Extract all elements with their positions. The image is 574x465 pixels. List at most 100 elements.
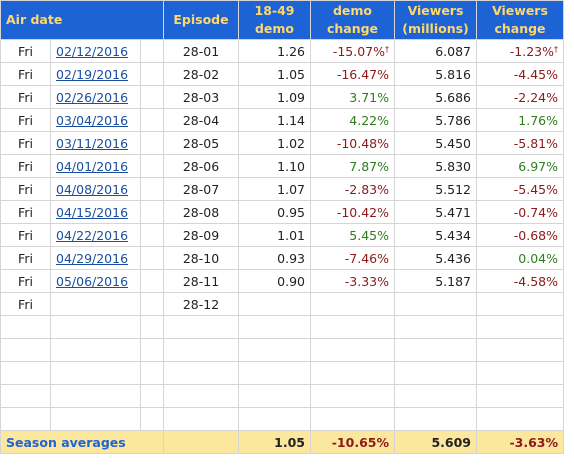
air-date-link[interactable]: 04/08/2016 <box>56 181 129 197</box>
air-date-cell <box>50 384 141 408</box>
table-row: Fri 05/06/2016 28-11 0.90 -3.33% 5.187 -4.58% <box>0 269 564 293</box>
table-row: Fri 03/11/2016 28-05 1.02 -10.48% 5.450 -5.81% <box>0 131 564 155</box>
air-date-link[interactable]: 04/01/2016 <box>56 158 129 174</box>
viewers-cell <box>394 361 477 385</box>
col-header-demo-change-line1: demo <box>332 3 373 18</box>
col-header-episode[interactable]: Episode <box>163 0 239 40</box>
demo-cell: 1.14 <box>238 108 311 132</box>
air-date-link[interactable]: 04/15/2016 <box>56 204 129 220</box>
demo-change-cell-value: -10.48% <box>336 135 389 151</box>
episode-cell: 28-11 <box>163 269 239 293</box>
air-day-cell: Fri <box>0 200 51 224</box>
episode-cell: 28-08 <box>163 200 239 224</box>
air-date-link[interactable]: 02/12/2016 <box>56 43 129 59</box>
demo-change-cell <box>310 315 395 339</box>
col-header-viewers-line2: (millions) <box>402 21 469 36</box>
demo-change-cell: 5.45% <box>310 223 395 247</box>
viewers-cell: 5.830 <box>394 154 477 178</box>
demo-change-cell: 7.87% <box>310 154 395 178</box>
spacer-cell <box>140 361 164 385</box>
viewers-change-cell: -1.23%† <box>476 39 564 63</box>
air-date-cell: 04/08/2016 <box>50 177 141 201</box>
air-date-link[interactable]: 02/26/2016 <box>56 89 129 105</box>
season-averages-label: Season averages <box>0 430 164 454</box>
viewers-change-cell-value: -2.24% <box>513 89 558 105</box>
air-date-cell <box>50 338 141 362</box>
demo-change-cell <box>310 407 395 431</box>
air-date-cell: 04/01/2016 <box>50 154 141 178</box>
episode-cell <box>163 384 239 408</box>
demo-cell: 1.05 <box>238 62 311 86</box>
table-row: Fri 04/01/2016 28-06 1.10 7.87% 5.830 6.97% <box>0 154 564 178</box>
demo-change-cell-value: -3.33% <box>344 273 389 289</box>
viewers-change-cell: -2.24% <box>476 85 564 109</box>
demo-cell <box>238 384 311 408</box>
season-averages-row: Season averages 1.05 -10.65% 5.609 -3.63… <box>0 430 564 454</box>
viewers-cell: 6.087 <box>394 39 477 63</box>
air-date-cell <box>50 292 141 316</box>
table-row: Fri 04/29/2016 28-10 0.93 -7.46% 5.436 0.04% <box>0 246 564 270</box>
air-date-cell: 03/04/2016 <box>50 108 141 132</box>
viewers-change-cell-value: -4.58% <box>513 273 558 289</box>
viewers-change-cell <box>476 407 564 431</box>
spacer-cell <box>140 407 164 431</box>
air-day-cell <box>0 315 51 339</box>
col-header-demo-change[interactable]: demo change <box>310 0 395 40</box>
col-header-demo-change-line2: change <box>326 21 379 36</box>
dagger-mark: † <box>385 44 389 54</box>
demo-change-cell-value: 5.45% <box>349 227 389 243</box>
air-date-link[interactable]: 04/29/2016 <box>56 250 129 266</box>
spacer-cell <box>140 154 164 178</box>
spacer-cell <box>140 108 164 132</box>
episode-cell: 28-12 <box>163 292 239 316</box>
air-date-cell: 04/29/2016 <box>50 246 141 270</box>
season-averages-viewers: 5.609 <box>394 430 477 454</box>
demo-change-cell-value: -10.42% <box>336 204 389 220</box>
viewers-change-cell <box>476 315 564 339</box>
demo-change-cell-value: -16.47% <box>336 66 389 82</box>
viewers-change-cell: -5.81% <box>476 131 564 155</box>
air-day-cell: Fri <box>0 177 51 201</box>
season-averages-demo: 1.05 <box>238 430 311 454</box>
demo-cell <box>238 315 311 339</box>
viewers-change-cell: -0.74% <box>476 200 564 224</box>
col-header-demo-line1: 18-49 <box>254 3 295 18</box>
demo-cell <box>238 407 311 431</box>
table-row: Fri 04/15/2016 28-08 0.95 -10.42% 5.471 -0.74% <box>0 200 564 224</box>
col-header-viewers-change[interactable]: Viewers change <box>476 0 564 40</box>
col-header-viewers[interactable]: Viewers (millions) <box>394 0 477 40</box>
demo-change-cell-value: -15.07% <box>332 43 385 59</box>
viewers-cell: 5.436 <box>394 246 477 270</box>
demo-change-cell: -3.33% <box>310 269 395 293</box>
spacer-cell <box>140 177 164 201</box>
demo-cell <box>238 338 311 362</box>
viewers-cell: 5.512 <box>394 177 477 201</box>
air-date-link[interactable]: 03/04/2016 <box>56 112 129 128</box>
col-header-demo[interactable]: 18-49 demo <box>238 0 311 40</box>
demo-change-cell-value: 4.22% <box>349 112 389 128</box>
col-header-viewers-change-line1: Viewers <box>492 3 548 18</box>
spacer-cell <box>140 62 164 86</box>
viewers-cell: 5.686 <box>394 85 477 109</box>
air-date-link[interactable]: 04/22/2016 <box>56 227 129 243</box>
col-header-viewers-change-line2: change <box>494 21 546 36</box>
col-header-air-date[interactable]: Air date <box>0 0 164 40</box>
table-row: Fri 02/26/2016 28-03 1.09 3.71% 5.686 -2.24% <box>0 85 564 109</box>
viewers-change-cell-value: -5.81% <box>513 135 558 151</box>
air-date-link[interactable]: 02/19/2016 <box>56 66 129 82</box>
ratings-table: Air date Episode 18-49 demo demo change Vi… <box>0 0 564 454</box>
air-date-link[interactable]: 03/11/2016 <box>56 135 129 151</box>
header-row: Air date Episode 18-49 demo demo change Vi… <box>0 0 564 40</box>
spacer-cell <box>140 315 164 339</box>
demo-change-cell: -10.42% <box>310 200 395 224</box>
viewers-change-cell <box>476 338 564 362</box>
demo-change-cell: 4.22% <box>310 108 395 132</box>
viewers-change-cell: -5.45% <box>476 177 564 201</box>
viewers-cell: 5.187 <box>394 269 477 293</box>
air-date-link[interactable]: 05/06/2016 <box>56 273 129 289</box>
viewers-cell: 5.471 <box>394 200 477 224</box>
air-date-cell: 03/11/2016 <box>50 131 141 155</box>
viewers-change-cell-value: -0.74% <box>513 204 558 220</box>
spacer-cell <box>140 246 164 270</box>
spacer-cell <box>140 338 164 362</box>
